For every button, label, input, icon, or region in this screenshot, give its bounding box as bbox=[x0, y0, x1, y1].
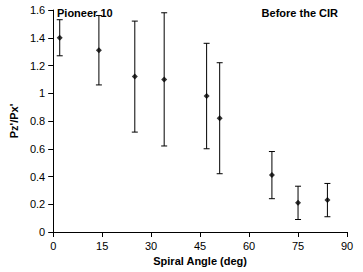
svg-text:1: 1 bbox=[39, 87, 45, 99]
svg-text:Pz'/Px': Pz'/Px' bbox=[8, 103, 20, 138]
svg-text:1.2: 1.2 bbox=[30, 60, 45, 72]
svg-text:0.2: 0.2 bbox=[30, 198, 45, 210]
svg-text:75: 75 bbox=[292, 240, 304, 252]
svg-text:Pioneer 10: Pioneer 10 bbox=[57, 7, 113, 19]
svg-text:60: 60 bbox=[243, 240, 255, 252]
svg-text:0.4: 0.4 bbox=[30, 171, 45, 183]
svg-text:15: 15 bbox=[96, 240, 108, 252]
svg-text:0.8: 0.8 bbox=[30, 115, 45, 127]
svg-text:Spiral Angle (deg): Spiral Angle (deg) bbox=[153, 255, 247, 267]
svg-text:1.4: 1.4 bbox=[30, 32, 45, 44]
svg-text:0.6: 0.6 bbox=[30, 143, 45, 155]
svg-text:Before the CIR: Before the CIR bbox=[262, 7, 338, 19]
svg-text:0: 0 bbox=[50, 240, 56, 252]
svg-text:0: 0 bbox=[39, 226, 45, 238]
svg-text:30: 30 bbox=[145, 240, 157, 252]
svg-text:90: 90 bbox=[341, 240, 353, 252]
svg-text:1.6: 1.6 bbox=[30, 4, 45, 16]
svg-text:45: 45 bbox=[194, 240, 206, 252]
